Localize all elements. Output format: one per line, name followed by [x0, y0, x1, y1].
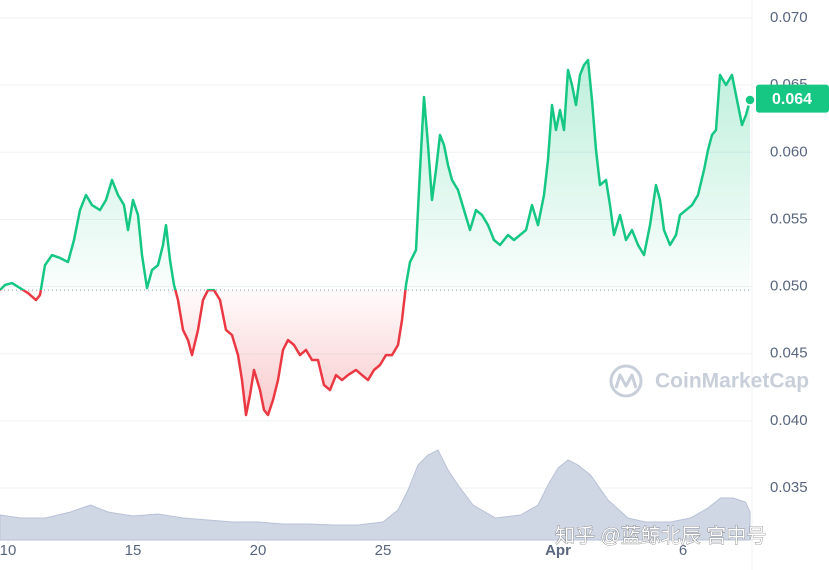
- y-tick-label: 0.040: [770, 412, 808, 429]
- volume: [0, 449, 751, 541]
- price-badge-label: 0.064: [772, 91, 812, 108]
- y-tick-label: 0.045: [770, 345, 808, 362]
- logo: [609, 364, 643, 398]
- x-tick-label: 25: [375, 542, 392, 559]
- y-tick-label: 0.060: [770, 143, 808, 160]
- volume-area: [0, 449, 751, 541]
- x-tick-label: Apr: [545, 542, 571, 559]
- price-line-up: [0, 58, 752, 291]
- x-tick-label: 20: [250, 542, 267, 559]
- watermark-text: CoinMarketCap: [655, 370, 809, 393]
- x-tick-label: 6: [679, 542, 687, 559]
- credit: 知乎 @蓝鲸北辰 宫中号: [555, 524, 766, 547]
- x-tick-label: 10: [0, 542, 16, 559]
- area-up: [0, 60, 750, 291]
- x-tick-label: 15: [125, 542, 142, 559]
- plot: [0, 58, 756, 417]
- price-line-down: [0, 290, 407, 417]
- y-tick-label: 0.055: [770, 210, 808, 227]
- y-tick-label: 0.035: [770, 479, 808, 496]
- price-badge: [756, 84, 829, 113]
- last-point: [744, 94, 756, 106]
- y-tick-label: 0.050: [770, 278, 808, 295]
- logo-mark: [614, 373, 638, 389]
- y-tick-label: 0.070: [770, 9, 808, 26]
- area-down: [0, 290, 406, 415]
- watermark: CoinMarketCap: [609, 364, 809, 398]
